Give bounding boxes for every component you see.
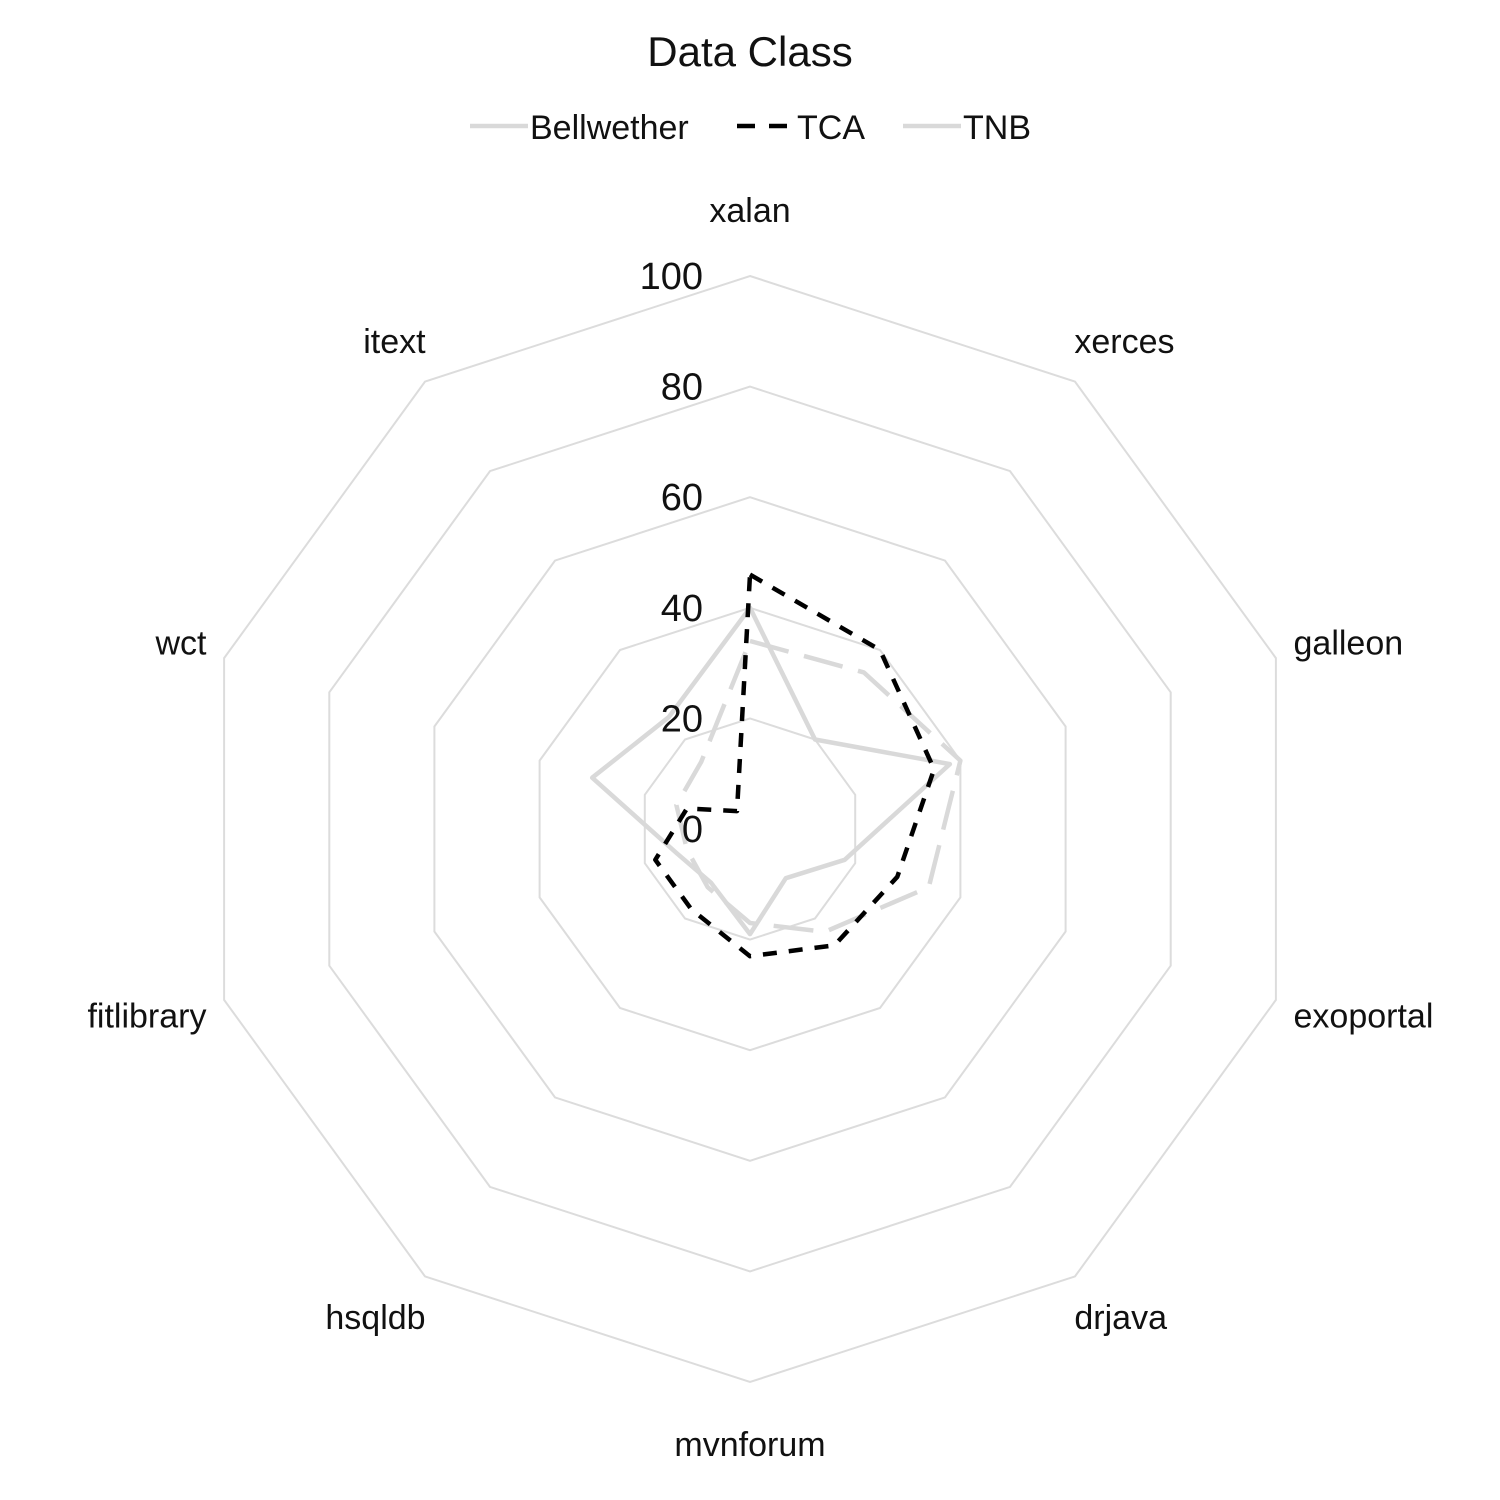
- legend-label-tca: TCA: [797, 109, 865, 147]
- series-tca: [653, 572, 937, 959]
- grid-ring-20: [643, 717, 857, 941]
- axis-label-hsqldb: hsqldb: [325, 1299, 425, 1337]
- series-layer: [589, 572, 963, 959]
- grid-ring-60: [433, 496, 1067, 1162]
- series-tnb: [674, 638, 963, 935]
- grid-ring-100: [223, 274, 1277, 1384]
- axis-labels: xalan xerces galleon exoportal drjava mvnforu…: [87, 192, 1433, 1464]
- axis-label-fitlibrary: fitlibrary: [87, 997, 206, 1035]
- tick-label-0: 0: [682, 809, 703, 851]
- legend: Bellwether TCA TNB: [470, 109, 1031, 147]
- tick-label-20: 20: [661, 698, 703, 740]
- tick-label-40: 40: [661, 588, 703, 630]
- axis-label-xalan: xalan: [709, 192, 790, 230]
- tick-label-80: 80: [661, 367, 703, 409]
- axis-label-galleon: galleon: [1294, 625, 1404, 663]
- tick-label-100: 100: [640, 256, 703, 298]
- axis-label-xerces: xerces: [1074, 323, 1174, 361]
- legend-label-bellwether: Bellwether: [530, 109, 689, 147]
- axis-label-wct: wct: [155, 625, 208, 663]
- legend-item-bellwether: Bellwether: [470, 109, 689, 147]
- axis-label-itext: itext: [363, 323, 426, 361]
- legend-label-tnb: TNB: [963, 109, 1031, 147]
- axis-label-drjava: drjava: [1074, 1299, 1167, 1337]
- grid-ring-40: [538, 606, 962, 1052]
- legend-item-tca: TCA: [737, 109, 865, 147]
- radial-tick-labels: 0 20 40 60 80 100: [640, 256, 703, 851]
- grid-ring-80: [328, 385, 1172, 1273]
- series-bellwether: [589, 605, 953, 937]
- legend-item-tnb: TNB: [903, 109, 1031, 147]
- chart-title: Data Class: [647, 28, 852, 75]
- axis-label-exoportal: exoportal: [1294, 997, 1434, 1035]
- radar-grid: [223, 274, 1277, 1384]
- tick-label-60: 60: [661, 477, 703, 519]
- axis-label-mvnforum: mvnforum: [674, 1426, 825, 1464]
